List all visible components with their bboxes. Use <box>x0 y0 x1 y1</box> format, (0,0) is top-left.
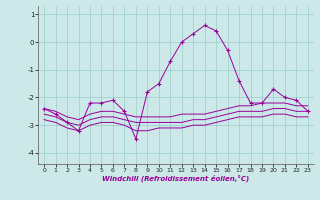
X-axis label: Windchill (Refroidissement éolien,°C): Windchill (Refroidissement éolien,°C) <box>102 175 250 182</box>
